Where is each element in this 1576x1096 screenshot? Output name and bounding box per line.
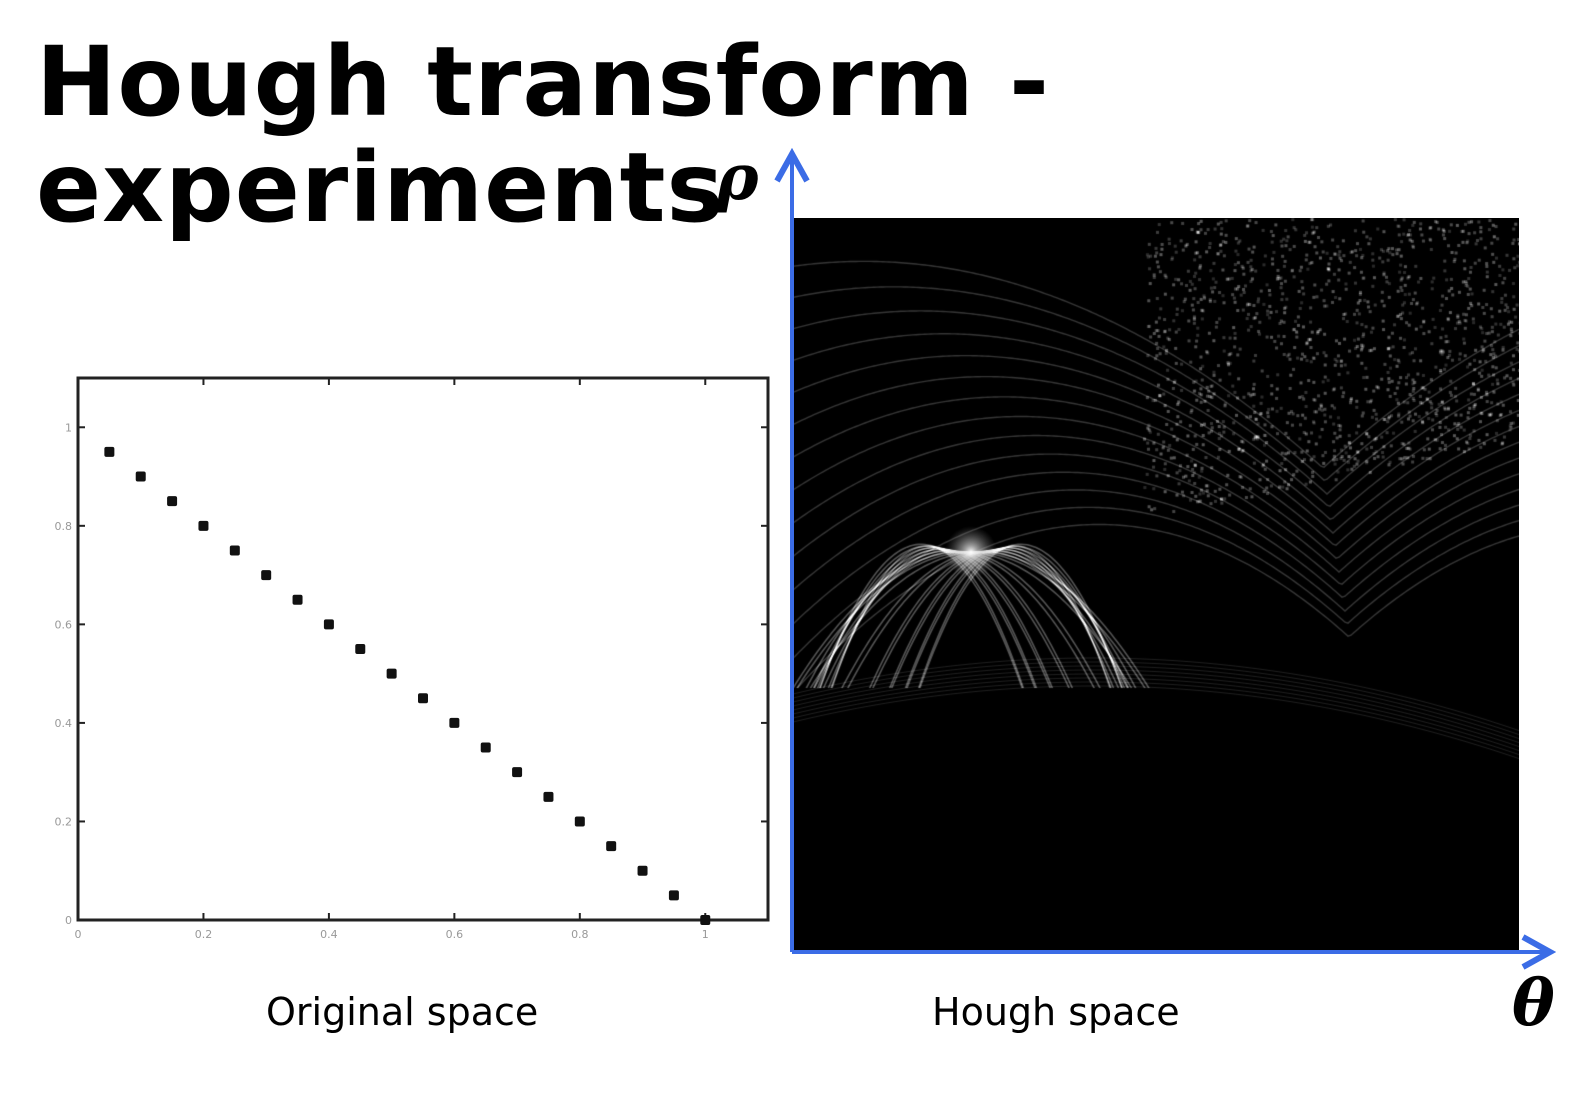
y-tick-label: 0.2 xyxy=(55,815,73,828)
x-tick-label: 0.2 xyxy=(195,928,213,941)
data-point xyxy=(606,841,616,851)
slide-title-line-1: Hough transform - xyxy=(36,34,1050,130)
y-tick-label: 0 xyxy=(65,914,72,927)
data-point xyxy=(418,693,428,703)
x-tick-label: 0 xyxy=(75,928,82,941)
y-tick-label: 0.8 xyxy=(55,520,73,533)
rho-axis-label: ρ xyxy=(716,146,759,210)
original-space-scatter-plot: 0 0.2 0.4 0.6 0.8 1 0 0.2 0.4 0.6 0.8 1 xyxy=(40,360,780,960)
data-point xyxy=(387,669,397,679)
x-tick-label: 1 xyxy=(702,928,709,941)
data-point xyxy=(575,816,585,826)
original-space-caption: Original space xyxy=(266,990,538,1034)
theta-axis-label: θ xyxy=(1512,972,1555,1036)
hough-space-caption: Hough space xyxy=(932,990,1180,1034)
data-point xyxy=(543,792,553,802)
y-tick-label: 0.4 xyxy=(55,717,73,730)
data-point xyxy=(230,545,240,555)
data-point xyxy=(355,644,365,654)
hough-axes xyxy=(760,140,1560,970)
data-point xyxy=(324,619,334,629)
data-point xyxy=(261,570,271,580)
data-point xyxy=(481,743,491,753)
slide-title-line-2: experiments xyxy=(36,140,725,236)
x-tick-label: 0.6 xyxy=(446,928,464,941)
data-point xyxy=(198,521,208,531)
data-point xyxy=(449,718,459,728)
data-point xyxy=(293,595,303,605)
y-tick-label: 0.6 xyxy=(55,618,73,631)
data-point xyxy=(669,890,679,900)
y-tick-label: 1 xyxy=(65,421,72,434)
plot-frame xyxy=(78,378,768,920)
x-tick-label: 0.4 xyxy=(320,928,338,941)
data-point xyxy=(104,447,114,457)
data-point xyxy=(512,767,522,777)
data-point xyxy=(638,866,648,876)
data-point xyxy=(700,915,710,925)
data-point xyxy=(167,496,177,506)
data-point xyxy=(136,472,146,482)
x-tick-label: 0.8 xyxy=(571,928,589,941)
